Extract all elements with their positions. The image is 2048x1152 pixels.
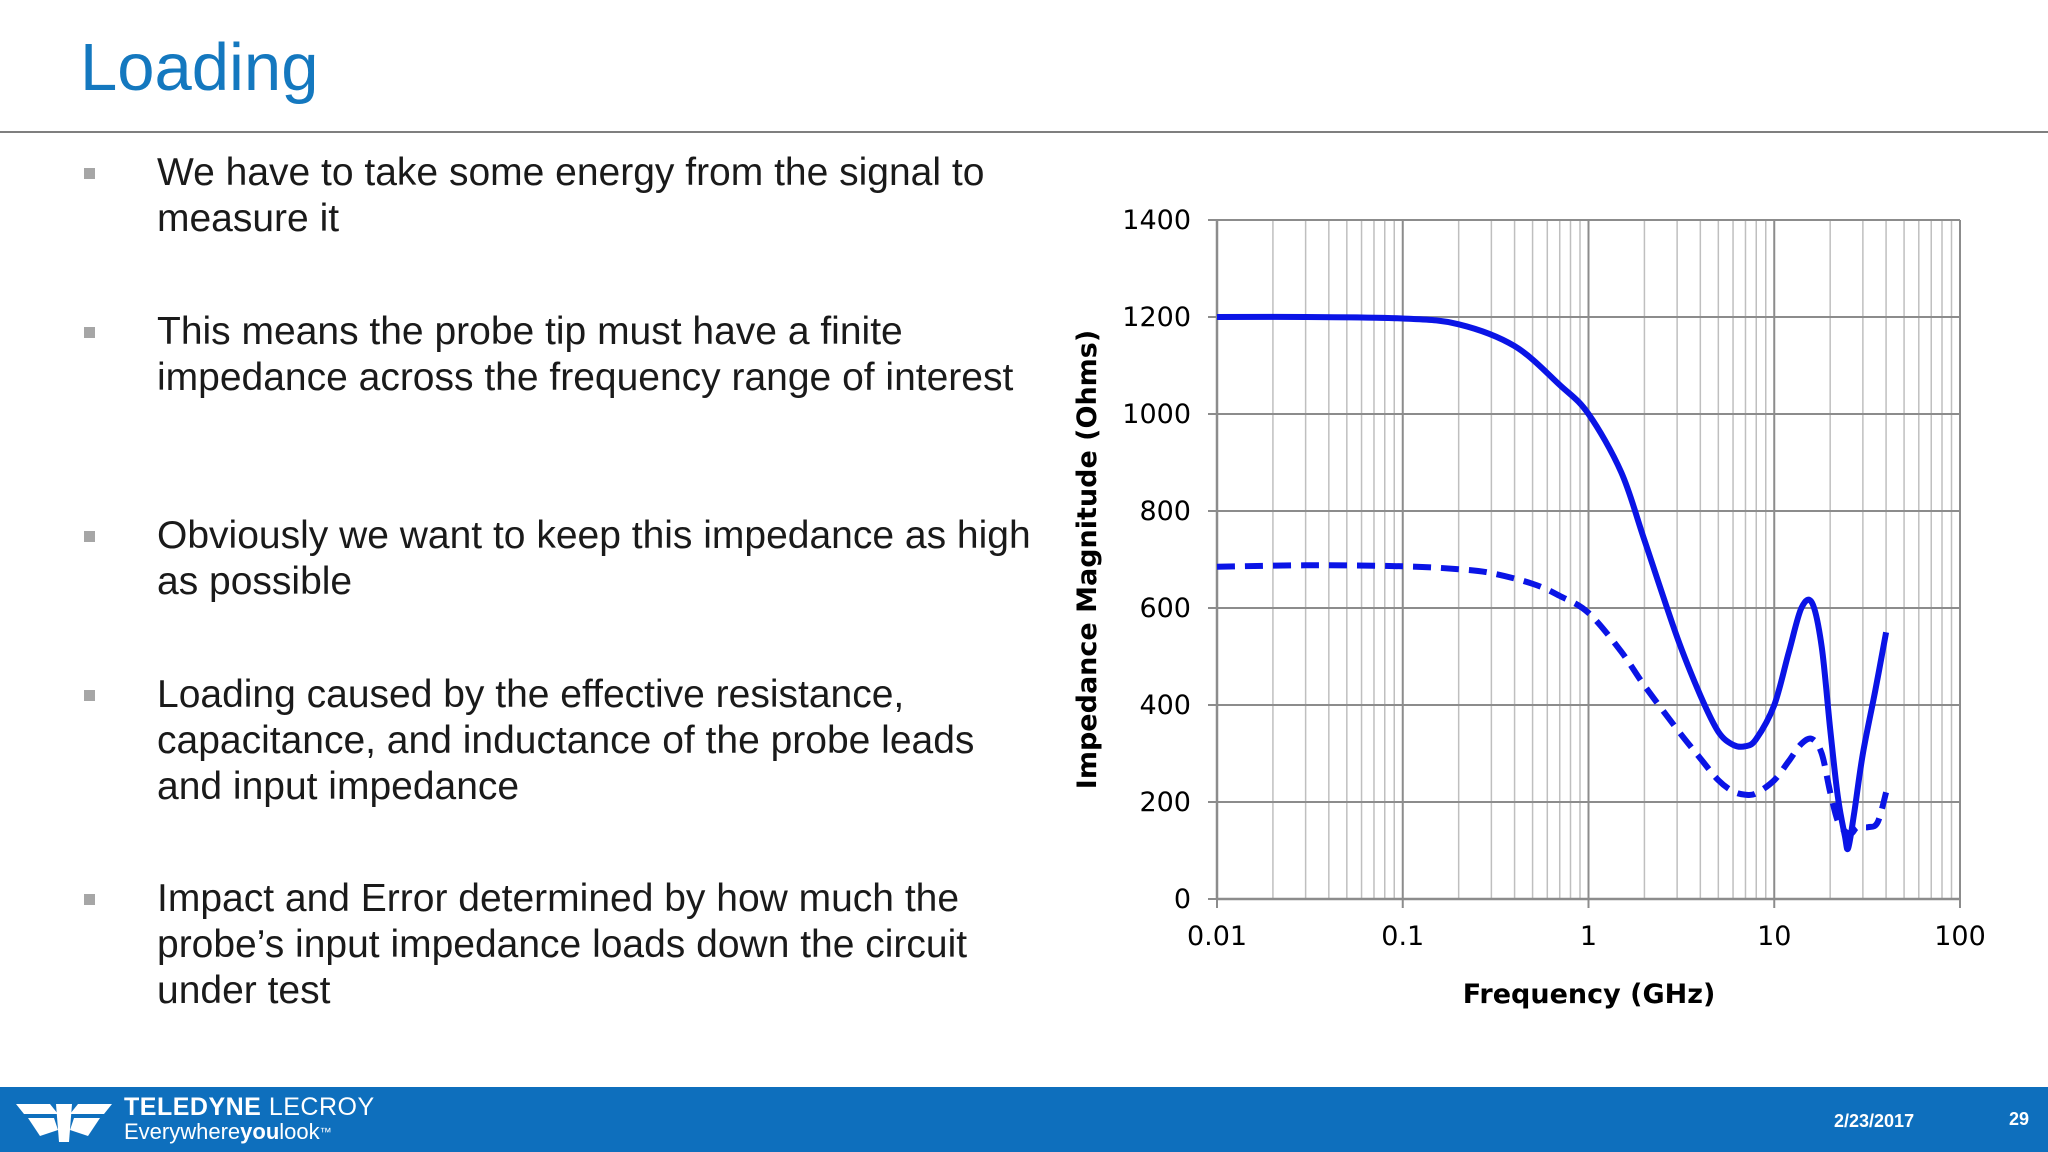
x-tick-label: 100 [1934,921,1986,952]
series-group [1216,313,1890,853]
bullet-square-icon [84,168,95,179]
y-tick-label: 1400 [1122,205,1191,236]
x-tick-label: 1 [1580,921,1597,952]
bullet-text: Obviously we want to keep this impedance… [157,514,1031,603]
tagline-emphasis: you [240,1119,280,1144]
x-tick-label: 0.01 [1187,921,1247,952]
y-tick-label: 200 [1139,787,1191,818]
y-axis-label: Impedance Magnitude (Ohms) [1072,330,1103,789]
chart-axes [1208,219,1961,908]
bullet-square-icon [84,690,95,701]
y-tick-label: 400 [1139,690,1191,721]
bullet-text: We have to take some energy from the sig… [157,151,985,240]
brand-tagline: Everywhereyoulook™ [124,1119,332,1145]
brand-name: TELEDYNE LECROY [124,1093,375,1121]
brand-name-light: LECROY [268,1093,375,1121]
footer-date: 2/23/2017 [1834,1111,1915,1131]
y-tick-label: 0 [1174,884,1191,915]
x-axis-label: Frequency (GHz) [1463,979,1716,1010]
y-tick-label: 1000 [1122,399,1191,430]
solid-impedance-line [1216,313,1890,853]
bullet-text: This means the probe tip must have a fin… [157,310,1014,399]
y-tick-label: 1200 [1122,302,1191,333]
brand-name-bold: TELEDYNE [124,1093,262,1121]
slide-number: 29 [2009,1109,2030,1129]
x-tick-label: 10 [1757,921,1791,952]
tagline-trademark: ™ [319,1125,332,1139]
dashed-impedance-line [1216,562,1890,837]
footer-bar: TELEDYNE LECROY Everywhereyoulook™ 2/23/… [0,1087,2048,1152]
x-tick-label: 0.1 [1381,921,1424,952]
bullet-square-icon [84,894,95,905]
teledyne-logo-icon [16,1104,112,1142]
y-tick-label: 800 [1139,496,1191,527]
minor-gridlines [1272,220,1953,899]
bullet-square-icon [84,531,95,542]
title-divider [0,131,2048,133]
slide-title: Loading [80,30,319,105]
tagline-part: Everywhere [124,1119,241,1144]
bullet-square-icon [84,327,95,338]
bullet-text: Impact and Error determined by how much … [157,877,968,1012]
tagline-part: look [279,1119,320,1144]
bullet-text: Loading caused by the effective resistan… [157,673,975,808]
y-tick-label: 600 [1139,593,1191,624]
